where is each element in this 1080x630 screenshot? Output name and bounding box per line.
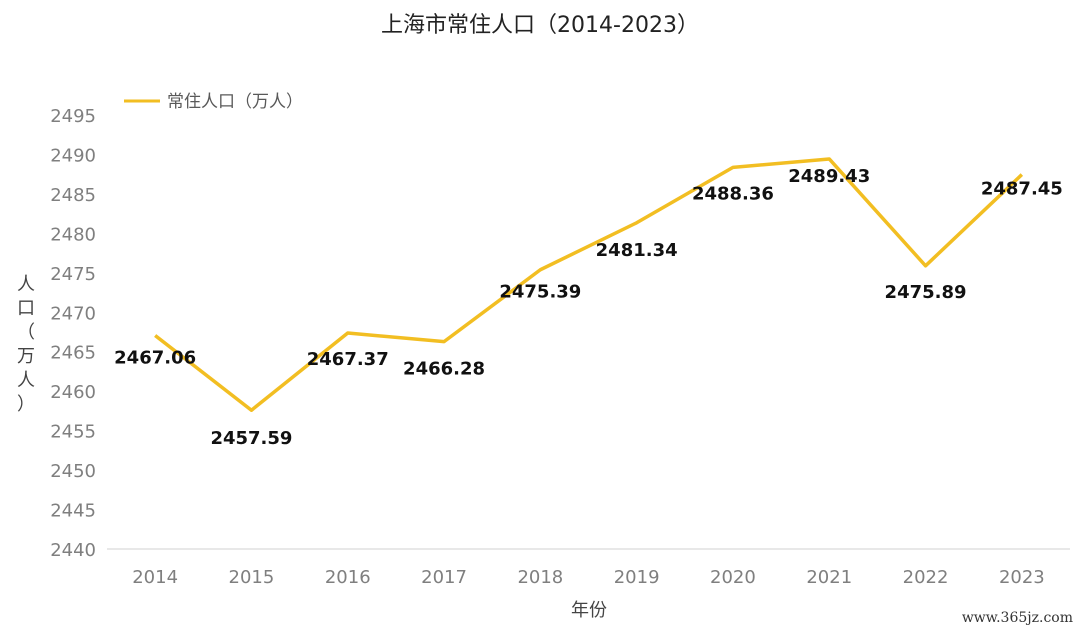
- data-labels: 2467.06 2457.59 2467.37 2466.28 2475.39 2481.…: [114, 166, 1063, 449]
- x-axis: 2014 2015 2016 2017 2018 2019 2020 2021 2022 2023: [132, 567, 1045, 588]
- watermark: www.365jz.com: [962, 610, 1073, 626]
- x-tick-label: 2020: [710, 567, 756, 588]
- y-axis-title-char: 人: [17, 274, 35, 295]
- data-label: 2475.89: [885, 282, 967, 303]
- y-axis-title-char: 人: [17, 370, 35, 391]
- x-tick-label: 2015: [229, 567, 275, 588]
- data-label: 2481.34: [596, 240, 678, 261]
- y-axis-title-char: ）: [17, 394, 35, 415]
- y-tick-label: 2485: [50, 185, 96, 206]
- data-label: 2487.45: [981, 179, 1063, 200]
- y-axis: 2440 2445 2450 2455 2460 2465 2470 2475 2480 2485…: [50, 106, 96, 561]
- y-tick-label: 2480: [50, 224, 96, 245]
- y-tick-label: 2465: [50, 343, 96, 364]
- drop-lines: [154, 158, 1023, 524]
- y-tick-label: 2445: [50, 501, 96, 522]
- series-line: [154, 157, 1024, 412]
- data-label: 2467.06: [114, 347, 196, 368]
- y-tick-label: 2495: [50, 106, 96, 127]
- data-label: 2489.43: [788, 166, 870, 187]
- y-axis-title-char: （: [17, 322, 35, 343]
- x-axis-title: 年份: [571, 600, 607, 621]
- x-tick-label: 2014: [132, 567, 178, 588]
- x-tick-label: 2019: [614, 567, 660, 588]
- y-tick-label: 2440: [50, 540, 96, 561]
- y-axis-title-char: 口: [17, 298, 35, 319]
- data-label: 2467.37: [307, 349, 389, 370]
- y-tick-label: 2475: [50, 264, 96, 285]
- data-label: 2457.59: [210, 428, 292, 449]
- x-tick-label: 2017: [421, 567, 467, 588]
- x-tick-label: 2018: [517, 567, 563, 588]
- data-label: 2488.36: [692, 183, 774, 204]
- y-tick-label: 2490: [50, 145, 96, 166]
- x-tick-label: 2021: [806, 567, 852, 588]
- legend: 常住人口（万人）: [124, 92, 303, 112]
- data-label: 2475.39: [499, 282, 581, 303]
- legend-label: 常住人口（万人）: [167, 92, 303, 112]
- y-tick-label: 2450: [50, 461, 96, 482]
- y-tick-label: 2460: [50, 382, 96, 403]
- x-tick-label: 2023: [999, 567, 1045, 588]
- y-axis-title: 人口（万人）: [17, 274, 35, 415]
- y-axis-title-char: 万: [17, 346, 35, 367]
- data-label: 2466.28: [403, 359, 485, 380]
- y-tick-label: 2470: [50, 303, 96, 324]
- chart-title: 上海市常住人口（2014-2023）: [381, 13, 699, 38]
- x-tick-label: 2022: [903, 567, 949, 588]
- y-tick-label: 2455: [50, 422, 96, 443]
- x-tick-label: 2016: [325, 567, 371, 588]
